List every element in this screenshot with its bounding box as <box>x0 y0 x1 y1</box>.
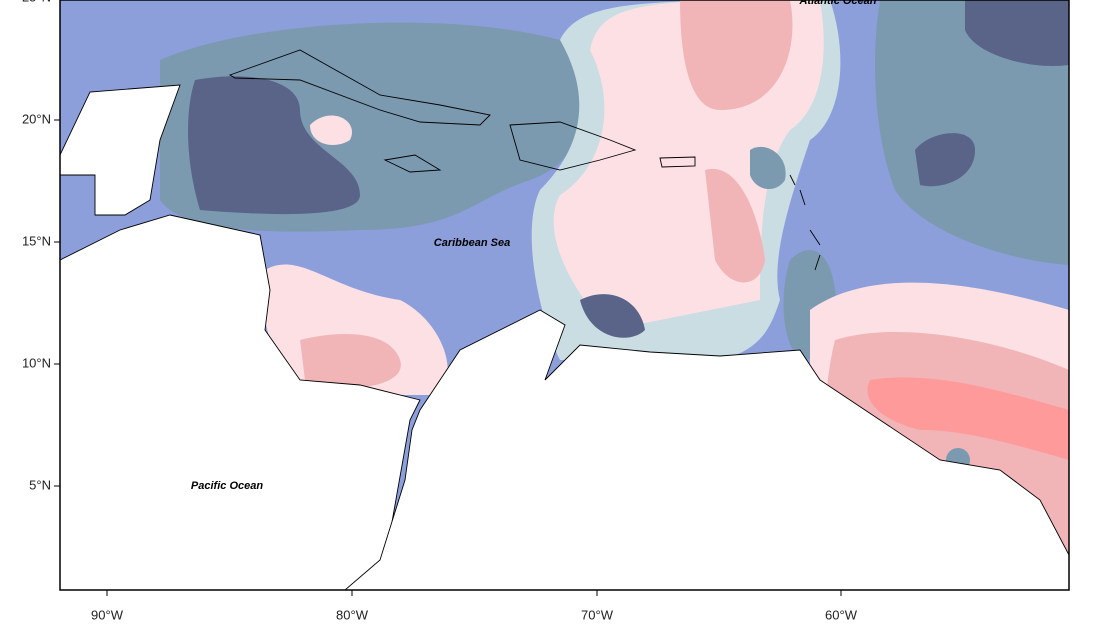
x-tick-label: 60°W <box>825 607 858 622</box>
ocean-label: Pacific Ocean <box>191 480 263 492</box>
frame <box>59 0 1070 591</box>
x-tick-label: 80°W <box>336 607 369 622</box>
island <box>509 121 637 171</box>
land <box>344 309 1069 590</box>
contour <box>965 0 1069 66</box>
y-tick-label: 15°N <box>22 233 51 248</box>
x-tick-label: 90°W <box>91 607 124 622</box>
land <box>60 84 181 216</box>
labels: Atlantic Ocean Caribbean Sea Pacific Ocean <box>191 0 877 492</box>
island <box>659 156 696 168</box>
contour <box>680 0 793 110</box>
ocean-label: Caribbean Sea <box>434 237 510 249</box>
contour <box>875 0 1069 265</box>
island <box>789 174 821 271</box>
y-tick-label: 10°N <box>22 355 51 370</box>
contour <box>705 168 765 283</box>
contour <box>580 294 645 338</box>
contour <box>300 334 401 389</box>
field <box>60 0 1069 590</box>
contour <box>750 146 786 190</box>
x-tick-label: 70°W <box>581 607 614 622</box>
island <box>383 154 442 173</box>
y-tick-label: 20°N <box>22 111 51 126</box>
land <box>60 214 421 590</box>
contour <box>915 133 975 187</box>
y-tick-label: 25°N <box>22 0 51 4</box>
contour <box>310 115 352 145</box>
contour <box>188 76 360 215</box>
ocean-label: Atlantic Ocean <box>798 0 876 7</box>
contour <box>867 377 1069 460</box>
y-tick-label: 5°N <box>29 477 51 492</box>
island <box>228 49 491 126</box>
ticks: 90°W 80°W 70°W 60°W 5°N 10°N 15°N 20°N 25°N <box>22 0 858 622</box>
